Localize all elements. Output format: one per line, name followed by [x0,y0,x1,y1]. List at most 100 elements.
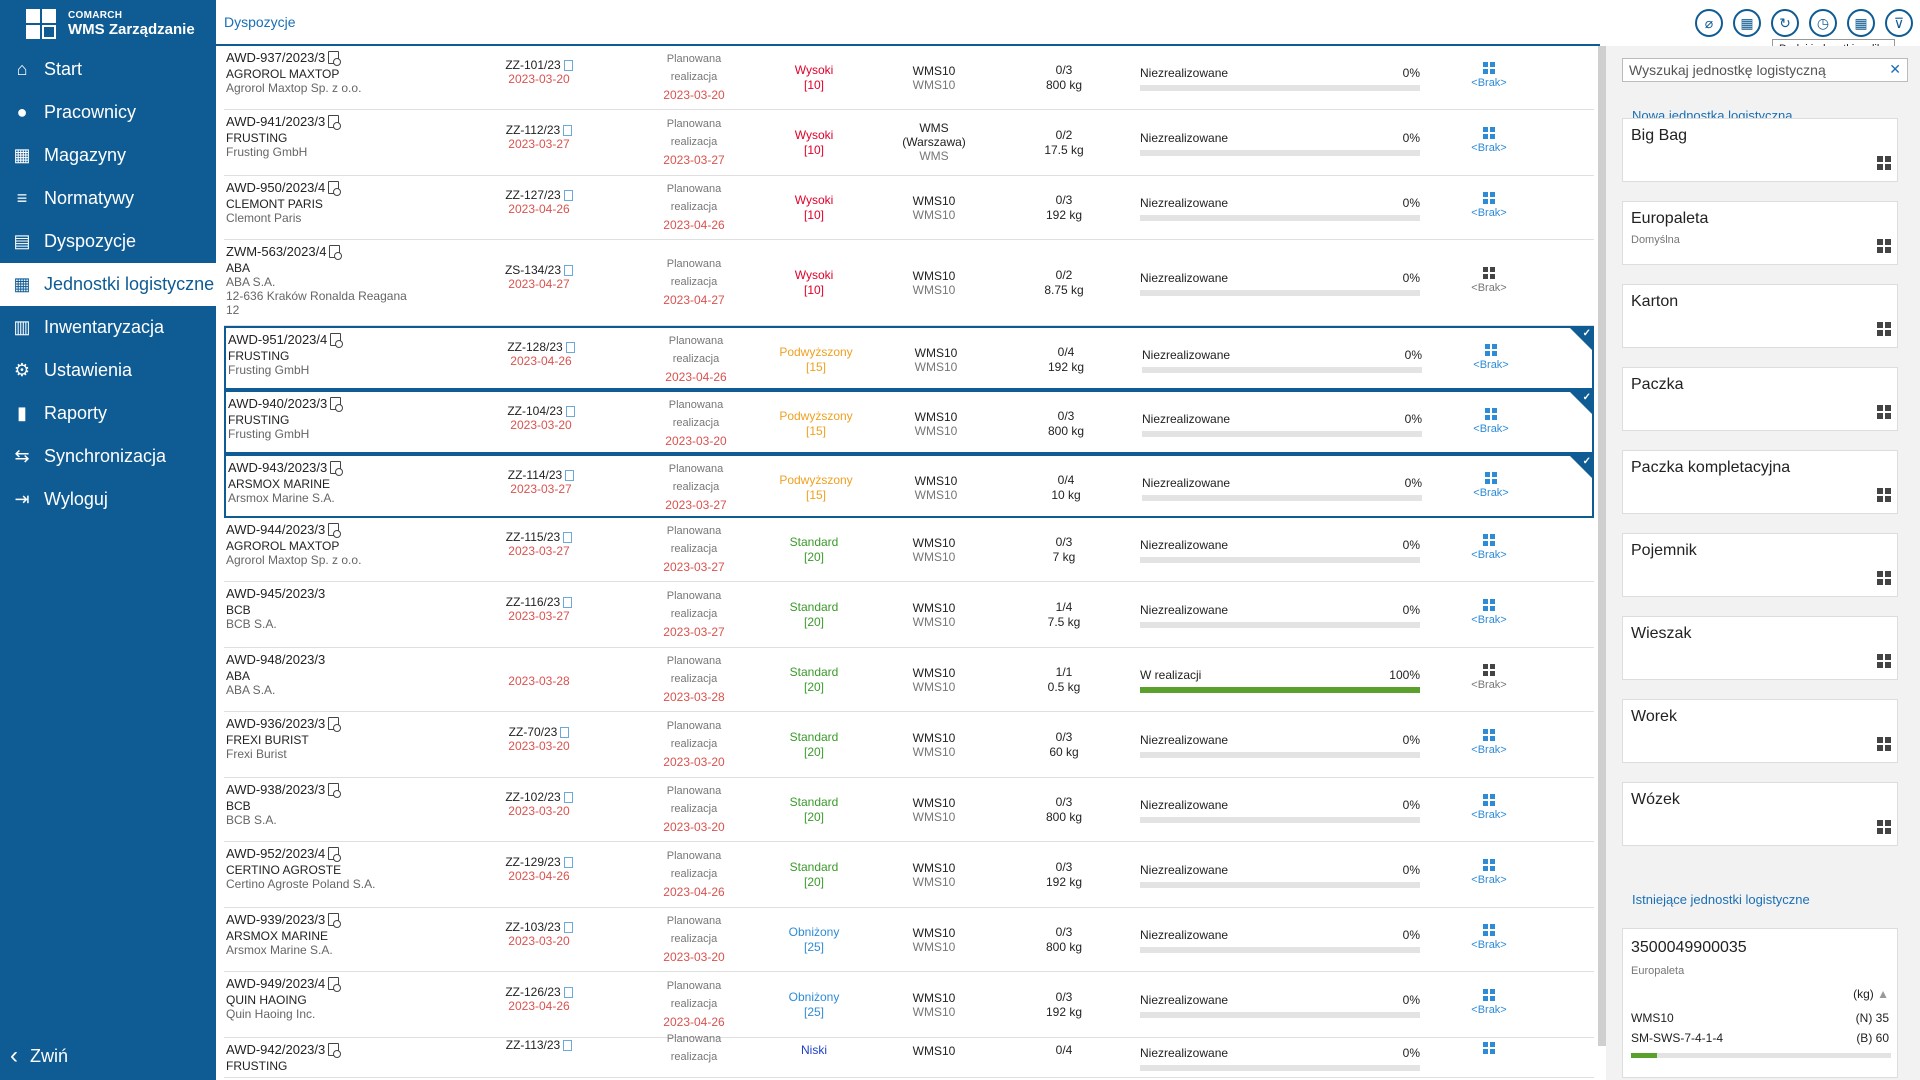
document-cell[interactable]: AWD-948/2023/3 ABA ABA S.A. [226,652,446,697]
pallet-icon[interactable] [1485,344,1497,356]
document-search-icon[interactable] [329,245,343,260]
file-icon[interactable] [565,341,575,353]
unit-type-card[interactable]: Pojemnik [1622,533,1898,597]
document-search-icon[interactable] [328,847,342,862]
collapse-button[interactable]: ‹ Zwiń [10,1038,68,1074]
filter-icon[interactable]: ⊽ [1885,9,1913,37]
existing-unit-card[interactable]: 3500049900035 Europaleta (kg) ▲ WMS10 (N… [1622,928,1898,1078]
thermometer-icon[interactable]: ⌀ [1695,9,1723,37]
unit-type-card[interactable]: Paczka kompletacyjna [1622,450,1898,514]
logistic-unit-cell[interactable]: <Brak> [1456,472,1526,499]
import-units-icon[interactable]: ▦ [1847,9,1875,37]
logistic-unit-cell[interactable] [1454,1042,1524,1057]
nav-item-9[interactable]: ⇆ Synchronizacja [0,435,216,478]
document-cell[interactable]: AWD-936/2023/3 FREXI BURIST Frexi Burist [226,716,446,761]
existing-units-link[interactable]: Istniejące jednostki logistyczne [1632,892,1810,907]
unit-type-card[interactable]: Worek [1622,699,1898,763]
document-search-icon[interactable] [330,397,344,412]
unit-type-card[interactable]: Wieszak [1622,616,1898,680]
file-icon[interactable] [563,124,573,136]
pallet-icon[interactable] [1483,859,1495,871]
file-icon[interactable] [563,531,573,543]
document-cell[interactable]: AWD-943/2023/3 ARSMOX MARINE Arsmox Mari… [228,460,448,505]
logistic-unit-cell[interactable]: <Brak> [1454,599,1524,626]
nav-item-10[interactable]: ⇥ Wyloguj [0,478,216,521]
document-search-icon[interactable] [330,461,344,476]
unit-type-card[interactable]: Karton [1622,284,1898,348]
document-cell[interactable]: AWD-940/2023/3 FRUSTING Frusting GmbH [228,396,448,441]
logistic-unit-cell[interactable]: <Brak> [1454,267,1524,294]
logistic-unit-cell[interactable]: <Brak> [1454,192,1524,219]
history-icon[interactable]: ◷ [1809,9,1837,37]
clear-icon[interactable]: ✕ [1889,61,1901,77]
nav-item-8[interactable]: ▮ Raporty [0,392,216,435]
document-cell[interactable]: AWD-950/2023/4 CLEMONT PARIS Clemont Par… [226,180,446,225]
file-icon[interactable] [563,791,573,803]
table-row[interactable]: AWD-936/2023/3 FREXI BURIST Frexi Burist… [224,712,1594,778]
table-row[interactable]: AWD-942/2023/3 FRUSTING ZZ-113/23 Planow… [224,1033,1594,1078]
pallet-icon[interactable] [1483,924,1495,936]
pallet-icon[interactable] [1483,794,1495,806]
nav-item-4[interactable]: ▤ Dyspozycje [0,220,216,263]
file-icon[interactable] [564,264,574,276]
pallet-icon[interactable] [1483,664,1495,676]
document-search-icon[interactable] [328,783,342,798]
pallet-icon[interactable] [1483,534,1495,546]
search-input[interactable]: Wyszukaj jednostkę logistyczną ✕ [1622,58,1908,82]
document-cell[interactable]: AWD-938/2023/3 BCB BCB S.A. [226,782,446,827]
table-row[interactable]: AWD-940/2023/3 FRUSTING Frusting GmbH ZZ… [224,390,1594,454]
pallet-icon[interactable] [1483,62,1495,74]
pallet-icon[interactable] [1485,408,1497,420]
file-icon[interactable] [563,921,573,933]
refresh-icon[interactable]: ↻ [1771,9,1799,37]
unit-type-card[interactable]: Europaleta Domyślna [1622,201,1898,265]
document-cell[interactable]: AWD-939/2023/3 ARSMOX MARINE Arsmox Mari… [226,912,446,957]
logistic-unit-cell[interactable]: <Brak> [1454,794,1524,821]
table-row[interactable]: AWD-945/2023/3 BCB BCB S.A. ZZ-116/23 20… [224,582,1594,648]
unit-type-card[interactable]: Wózek [1622,782,1898,846]
nav-item-2[interactable]: ▦ Magazyny [0,134,216,177]
document-search-icon[interactable] [330,333,344,348]
logistic-unit-cell[interactable]: <Brak> [1454,859,1524,886]
logistic-unit-cell[interactable]: <Brak> [1454,127,1524,154]
logistic-unit-cell[interactable]: <Brak> [1454,664,1524,691]
table-row[interactable]: AWD-952/2023/4 CERTINO AGROSTE Certino A… [224,842,1594,908]
document-search-icon[interactable] [328,51,342,66]
logistic-unit-cell[interactable]: <Brak> [1454,729,1524,756]
table-row[interactable]: ZWM-563/2023/4 ABA ABA S.A. 12-636 Krakó… [224,240,1594,326]
file-icon[interactable] [563,59,573,71]
pallet-icon[interactable] [1483,127,1495,139]
file-icon[interactable] [563,986,573,998]
document-cell[interactable]: AWD-937/2023/3 AGROROL MAXTOP Agrorol Ma… [226,50,446,95]
pallet-icon[interactable] [1483,1042,1495,1054]
document-cell[interactable]: AWD-944/2023/3 AGROROL MAXTOP Agrorol Ma… [226,522,446,567]
file-icon[interactable] [565,469,575,481]
file-icon[interactable] [563,189,573,201]
document-cell[interactable]: ZWM-563/2023/4 ABA ABA S.A. 12-636 Krakó… [226,244,446,317]
file-icon[interactable] [560,726,570,738]
pallet-icon[interactable] [1483,599,1495,611]
scrollbar[interactable] [1598,46,1606,1046]
document-cell[interactable]: AWD-941/2023/3 FRUSTING Frusting GmbH [226,114,446,159]
nav-item-6[interactable]: ▥ Inwentaryzacja [0,306,216,349]
logistic-unit-cell[interactable]: <Brak> [1454,62,1524,89]
unit-type-card[interactable]: Paczka [1622,367,1898,431]
pallet-icon[interactable] [1483,729,1495,741]
file-icon[interactable] [563,856,573,868]
pallet-icon[interactable] [1483,267,1495,279]
document-search-icon[interactable] [328,1043,342,1058]
file-icon[interactable] [565,405,575,417]
table-row[interactable]: AWD-937/2023/3 AGROROL MAXTOP Agrorol Ma… [224,46,1594,110]
document-cell[interactable]: AWD-945/2023/3 BCB BCB S.A. [226,586,446,631]
document-cell[interactable]: AWD-952/2023/4 CERTINO AGROSTE Certino A… [226,846,446,891]
scrollbar-thumb[interactable] [1598,46,1606,1046]
pallet-icon[interactable] [1483,989,1495,1001]
document-cell[interactable]: AWD-942/2023/3 FRUSTING [226,1042,446,1073]
table-row[interactable]: AWD-949/2023/4 QUIN HAOING Quin Haoing I… [224,972,1594,1038]
table-row[interactable]: AWD-951/2023/4 FRUSTING Frusting GmbH ZZ… [224,326,1594,390]
pallet-icon[interactable] [1485,472,1497,484]
table-row[interactable]: AWD-941/2023/3 FRUSTING Frusting GmbH ZZ… [224,110,1594,176]
file-icon[interactable] [563,1039,573,1051]
document-search-icon[interactable] [328,181,342,196]
logistic-unit-cell[interactable]: <Brak> [1456,344,1526,371]
